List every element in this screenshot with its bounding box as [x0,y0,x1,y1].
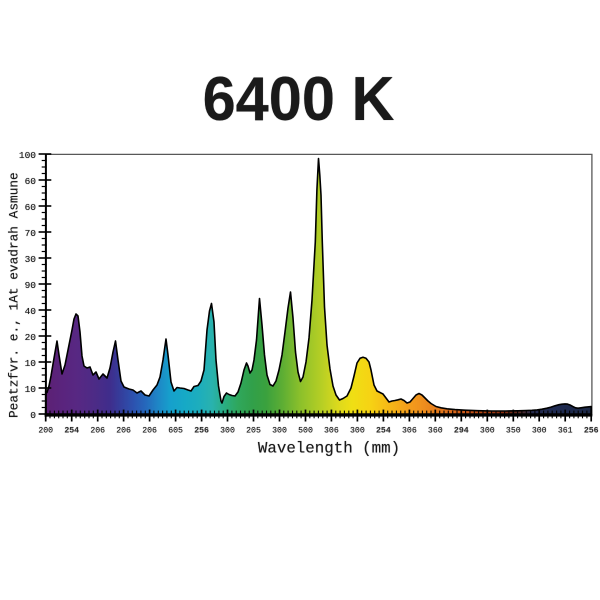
svg-text:300: 300 [350,426,365,435]
svg-text:256: 256 [194,426,209,435]
svg-text:300: 300 [220,426,235,435]
svg-text:361: 361 [558,426,573,435]
svg-text:254: 254 [64,426,79,435]
svg-text:350: 350 [506,426,521,435]
svg-text:60: 60 [25,202,37,213]
svg-text:206: 206 [116,426,131,435]
svg-text:40: 40 [25,306,37,317]
svg-text:20: 20 [25,332,37,343]
svg-text:6400 K: 6400 K [203,64,395,134]
svg-text:500: 500 [298,426,313,435]
svg-text:200: 200 [38,426,53,435]
svg-text:300: 300 [480,426,495,435]
svg-text:300: 300 [272,426,287,435]
svg-text:90: 90 [25,280,37,291]
svg-text:294: 294 [454,426,469,435]
svg-text:0: 0 [30,410,36,421]
svg-text:256: 256 [584,426,599,435]
svg-text:Peatzfvr. e., 1At evadrah Asmu: Peatzfvr. e., 1At evadrah Asmune [7,172,22,418]
svg-text:Wavelength (mm): Wavelength (mm) [258,440,400,458]
svg-text:306: 306 [324,426,339,435]
svg-text:30: 30 [25,254,37,265]
svg-text:605: 605 [168,426,183,435]
svg-text:205: 205 [246,426,261,435]
svg-text:206: 206 [142,426,157,435]
svg-text:70: 70 [25,228,37,239]
svg-text:300: 300 [532,426,547,435]
svg-text:10: 10 [25,358,37,369]
svg-text:360: 360 [428,426,443,435]
svg-text:100: 100 [19,150,36,161]
svg-text:10: 10 [25,384,37,395]
svg-text:60: 60 [25,176,37,187]
svg-text:306: 306 [402,426,417,435]
svg-text:254: 254 [376,426,391,435]
svg-text:206: 206 [90,426,105,435]
